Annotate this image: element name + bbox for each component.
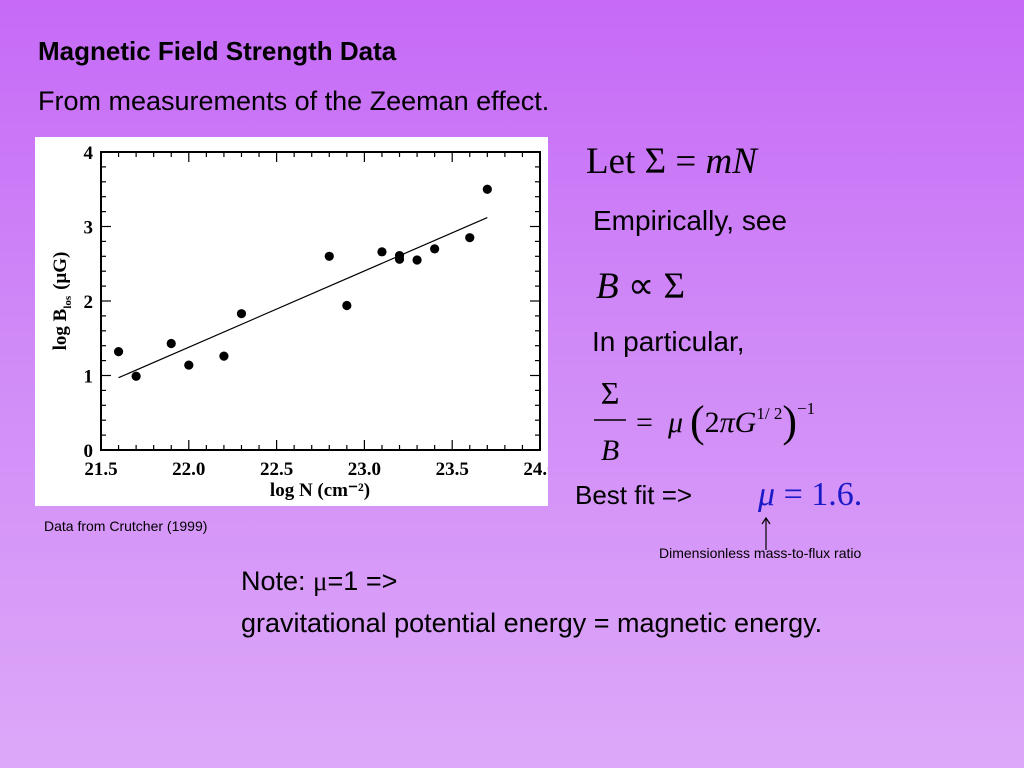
equation-prop-B: B	[596, 266, 619, 307]
x-tick-label: 22.5	[260, 459, 293, 480]
y-tick-label: 0	[84, 441, 94, 462]
note-suffix: =1 =>	[327, 566, 398, 596]
data-point	[342, 300, 352, 311]
plot-frame	[100, 151, 541, 451]
equation-frac-numerator: Σ	[601, 376, 620, 411]
data-point	[113, 347, 124, 357]
scatter-chart-panel: 21.5 22.0 22.5 23.0 23.5 24.0 0 1 2 3 4 log N (cm…	[35, 137, 548, 506]
x-tick-labels: 21.5 22.0 22.5 23.0 23.5 24.0	[84, 459, 548, 480]
data-point	[482, 184, 492, 194]
axis-ticks	[100, 151, 541, 451]
y-tick-label: 1	[84, 367, 94, 388]
data-point	[465, 233, 475, 243]
data-point	[430, 244, 440, 254]
equation-let-sigma: Let Σ = mN	[586, 141, 757, 182]
x-axis-label: log N (cm⁻²)	[270, 480, 370, 501]
data-point	[377, 247, 387, 257]
equation-let-word: Let	[586, 141, 636, 182]
data-point	[166, 338, 176, 349]
y-tick-label: 2	[84, 292, 94, 313]
equation-let-rhs: mN	[705, 141, 757, 182]
chart-caption: Data from Crutcher (1999)	[44, 518, 208, 534]
dimensionless-label: Dimensionless mass-to-flux ratio	[659, 545, 862, 561]
note-line-2: gravitational potential energy = magneti…	[241, 608, 823, 638]
y-tick-labels: 0 1 2 3 4	[84, 143, 94, 462]
equation-proportional: B ∝ Σ	[596, 266, 686, 307]
slide-subtitle: From measurements of the Zeeman effect.	[38, 86, 550, 116]
equation-mu-value: μ = 1.6.	[758, 476, 863, 513]
x-tick-label: 23.0	[348, 459, 381, 480]
in-particular-text: In particular,	[592, 326, 745, 357]
y-axis-label-main: log B	[50, 308, 71, 350]
data-point	[236, 309, 247, 319]
data-points	[113, 184, 492, 381]
note-line-1: Note: μ=1 =>	[241, 566, 397, 597]
note-mu: μ	[313, 566, 328, 596]
svg-text:log Blos(μG): log Blos (μG)	[50, 252, 74, 351]
y-axis-label-sub: los	[62, 295, 74, 309]
y-tick-label: 3	[84, 218, 94, 239]
y-axis-label-unit: (μG)	[50, 252, 71, 290]
data-point	[324, 251, 334, 261]
x-tick-label: 24.0	[523, 459, 548, 480]
equation-frac-rhs: = μ (2πG1/ 2)−1	[636, 397, 815, 446]
data-point	[131, 371, 141, 381]
empirically-text: Empirically, see	[593, 205, 787, 236]
data-point	[219, 351, 229, 361]
data-point	[412, 255, 422, 265]
slide-title: Magnetic Field Strength Data	[38, 36, 397, 66]
x-tick-label: 21.5	[84, 459, 117, 480]
y-tick-label: 4	[84, 143, 94, 164]
note-prefix: Note:	[241, 566, 314, 596]
data-point	[184, 360, 194, 370]
mu-value: 1.6.	[811, 476, 863, 513]
best-fit-text: Best fit =>	[575, 480, 693, 510]
up-arrow-icon	[761, 516, 771, 550]
y-axis-label: log Blos (μG)	[50, 252, 74, 351]
best-fit-line	[118, 217, 488, 379]
equation-frac-denominator: B	[601, 434, 619, 467]
x-tick-label: 22.0	[172, 459, 205, 480]
equation-mass-to-flux: Σ B = μ (2πG1/ 2)−1	[594, 376, 815, 467]
scatter-chart: 21.5 22.0 22.5 23.0 23.5 24.0 0 1 2 3 4 log N (cm…	[50, 143, 548, 501]
data-point	[394, 254, 405, 264]
x-tick-label: 23.5	[436, 459, 469, 480]
